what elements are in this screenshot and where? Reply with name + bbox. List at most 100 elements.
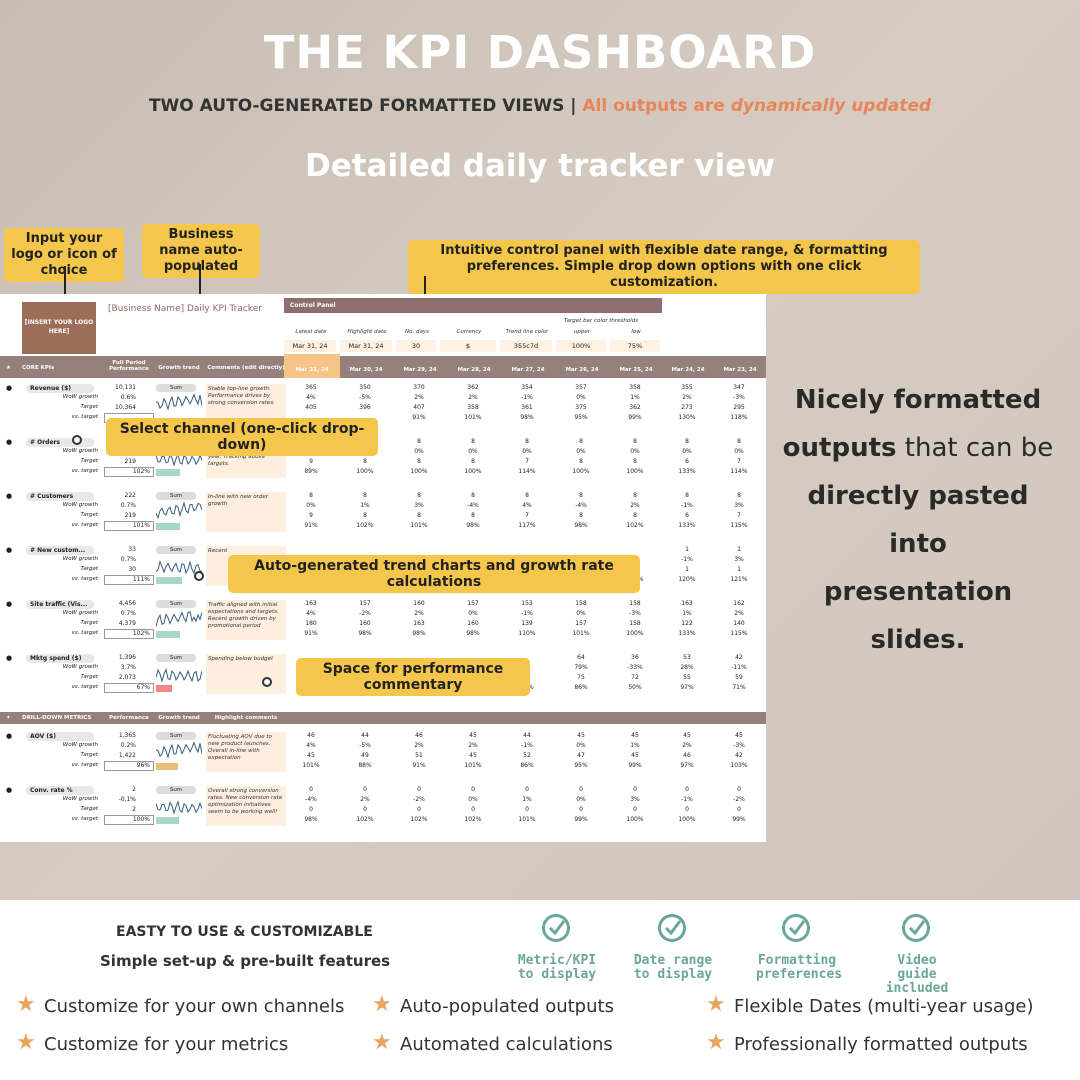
sum-selector[interactable]: Sum bbox=[156, 786, 196, 794]
daily-value: 1 bbox=[685, 566, 689, 573]
daily-value: 91% bbox=[304, 630, 318, 637]
daily-value: 4% bbox=[306, 742, 316, 749]
trend-sparkline bbox=[156, 452, 202, 467]
daily-value: 8 bbox=[525, 438, 529, 445]
sum-selector[interactable]: Sum bbox=[156, 732, 196, 740]
period-value: 0.7% bbox=[120, 610, 136, 617]
daily-value: 100% bbox=[626, 630, 644, 637]
daily-value: 163 bbox=[413, 620, 425, 627]
metric-dropdown[interactable]: Mktg spend ($) bbox=[26, 654, 94, 663]
period-value: 219 bbox=[124, 512, 136, 519]
sum-selector[interactable]: Sum bbox=[156, 546, 196, 554]
daily-value: 8 bbox=[525, 492, 529, 499]
period-value: 1,365 bbox=[118, 732, 136, 739]
daily-value: 47 bbox=[577, 752, 585, 759]
rt-line4: presentation slides. bbox=[823, 577, 1013, 655]
daily-value: 0% bbox=[576, 448, 586, 455]
drill-comments-label: Highlight comments bbox=[214, 715, 278, 721]
daily-value: 9 bbox=[309, 512, 313, 519]
date-header: Mar 26, 24 bbox=[565, 367, 599, 373]
control-value[interactable]: $ bbox=[440, 340, 496, 352]
comment-cell: Traffic aligned with initial expectation… bbox=[206, 600, 286, 640]
daily-value: 2% bbox=[360, 796, 370, 803]
daily-value: 0% bbox=[522, 448, 532, 455]
comment-cell: Overall strong conversion rates. New con… bbox=[206, 786, 286, 826]
control-value[interactable]: 355c7d bbox=[500, 340, 552, 352]
daily-value: -4% bbox=[467, 502, 479, 509]
daily-value: 157 bbox=[575, 620, 587, 627]
daily-value: 0 bbox=[525, 786, 529, 793]
daily-value: 0 bbox=[685, 806, 689, 813]
daily-value: 98% bbox=[304, 816, 318, 823]
sum-selector[interactable]: Sum bbox=[156, 600, 196, 608]
daily-value: 0 bbox=[737, 786, 741, 793]
metric-dropdown[interactable]: Conv. rate % bbox=[26, 786, 94, 795]
control-value[interactable]: Mar 31, 24 bbox=[284, 340, 336, 352]
sum-selector[interactable]: Sum bbox=[156, 492, 196, 500]
daily-value: 64 bbox=[577, 654, 585, 661]
date-header: Mar 27, 24 bbox=[511, 367, 545, 373]
daily-value: 295 bbox=[733, 404, 745, 411]
callout-channel: Select channel (one-click drop-down) bbox=[106, 418, 378, 456]
daily-value: 8 bbox=[685, 492, 689, 499]
sum-selector[interactable]: Sum bbox=[156, 384, 196, 392]
daily-value: 0 bbox=[417, 806, 421, 813]
daily-value: 79% bbox=[574, 664, 588, 671]
daily-value: 8 bbox=[737, 438, 741, 445]
metric-dropdown[interactable]: Revenue ($) bbox=[26, 384, 94, 393]
daily-value: 0 bbox=[471, 786, 475, 793]
vs-target-box: 67% bbox=[104, 683, 154, 693]
control-value[interactable]: Mar 31, 24 bbox=[340, 340, 392, 352]
daily-value: 0 bbox=[363, 806, 367, 813]
daily-value: 114% bbox=[730, 468, 748, 475]
control-value[interactable]: 75% bbox=[610, 340, 660, 352]
callout-commentary-dot bbox=[262, 677, 272, 687]
metric-dropdown[interactable]: AOV ($) bbox=[26, 732, 94, 741]
row-label: vs. target bbox=[71, 684, 98, 690]
daily-value: 101% bbox=[410, 522, 428, 529]
daily-value: 162 bbox=[733, 600, 745, 607]
logo-placeholder[interactable]: [INSERT YOUR LOGO HERE] bbox=[22, 302, 96, 354]
vs-target-box: 96% bbox=[104, 761, 154, 771]
row-label: WoW growth bbox=[62, 610, 98, 616]
kpi-icon: ● bbox=[6, 654, 13, 662]
star-icon: ★ bbox=[6, 365, 11, 371]
metric-dropdown[interactable]: # New custom... bbox=[26, 546, 94, 555]
daily-value: 114% bbox=[518, 468, 536, 475]
daily-value: 102% bbox=[410, 816, 428, 823]
feature-label: Formatting preferences bbox=[756, 953, 843, 982]
daily-value: 8 bbox=[685, 438, 689, 445]
daily-value: 2% bbox=[734, 610, 744, 617]
metric-dropdown[interactable]: # Customers bbox=[26, 492, 94, 501]
target-bar bbox=[156, 685, 172, 692]
subtitle: TWO AUTO-GENERATED FORMATTED VIEWS | All… bbox=[0, 96, 1080, 116]
feature-label: Date range to display bbox=[633, 953, 713, 982]
daily-value: -4% bbox=[575, 502, 587, 509]
view-title: Detailed daily tracker view bbox=[305, 148, 775, 184]
daily-value: 2% bbox=[414, 742, 424, 749]
row-label: WoW growth bbox=[62, 664, 98, 670]
period-value: 30 bbox=[128, 566, 136, 573]
daily-value: 45 bbox=[631, 752, 639, 759]
daily-value: 46 bbox=[307, 732, 315, 739]
daily-value: 0% bbox=[630, 448, 640, 455]
daily-value: 8 bbox=[579, 458, 583, 465]
page-title: THE KPI DASHBOARD bbox=[263, 26, 817, 79]
daily-value: 7 bbox=[737, 458, 741, 465]
metric-dropdown[interactable]: # Orders bbox=[26, 438, 94, 447]
daily-value: -5% bbox=[359, 742, 371, 749]
drill-icon: ✦ bbox=[6, 715, 11, 721]
daily-value: 103% bbox=[730, 762, 748, 769]
control-value[interactable]: 100% bbox=[556, 340, 606, 352]
control-value[interactable]: 30 bbox=[396, 340, 436, 352]
daily-value: 0% bbox=[468, 610, 478, 617]
daily-value: 158 bbox=[575, 600, 587, 607]
drill-header-bar bbox=[0, 712, 766, 724]
comment-cell: Stable top-line growth. Performance driv… bbox=[206, 384, 286, 424]
daily-value: 8 bbox=[579, 492, 583, 499]
metric-dropdown[interactable]: Site traffic (Vis... bbox=[26, 600, 94, 609]
daily-value: 101% bbox=[518, 816, 536, 823]
daily-value: 100% bbox=[464, 468, 482, 475]
daily-value: 358 bbox=[467, 404, 479, 411]
sum-selector[interactable]: Sum bbox=[156, 654, 196, 662]
